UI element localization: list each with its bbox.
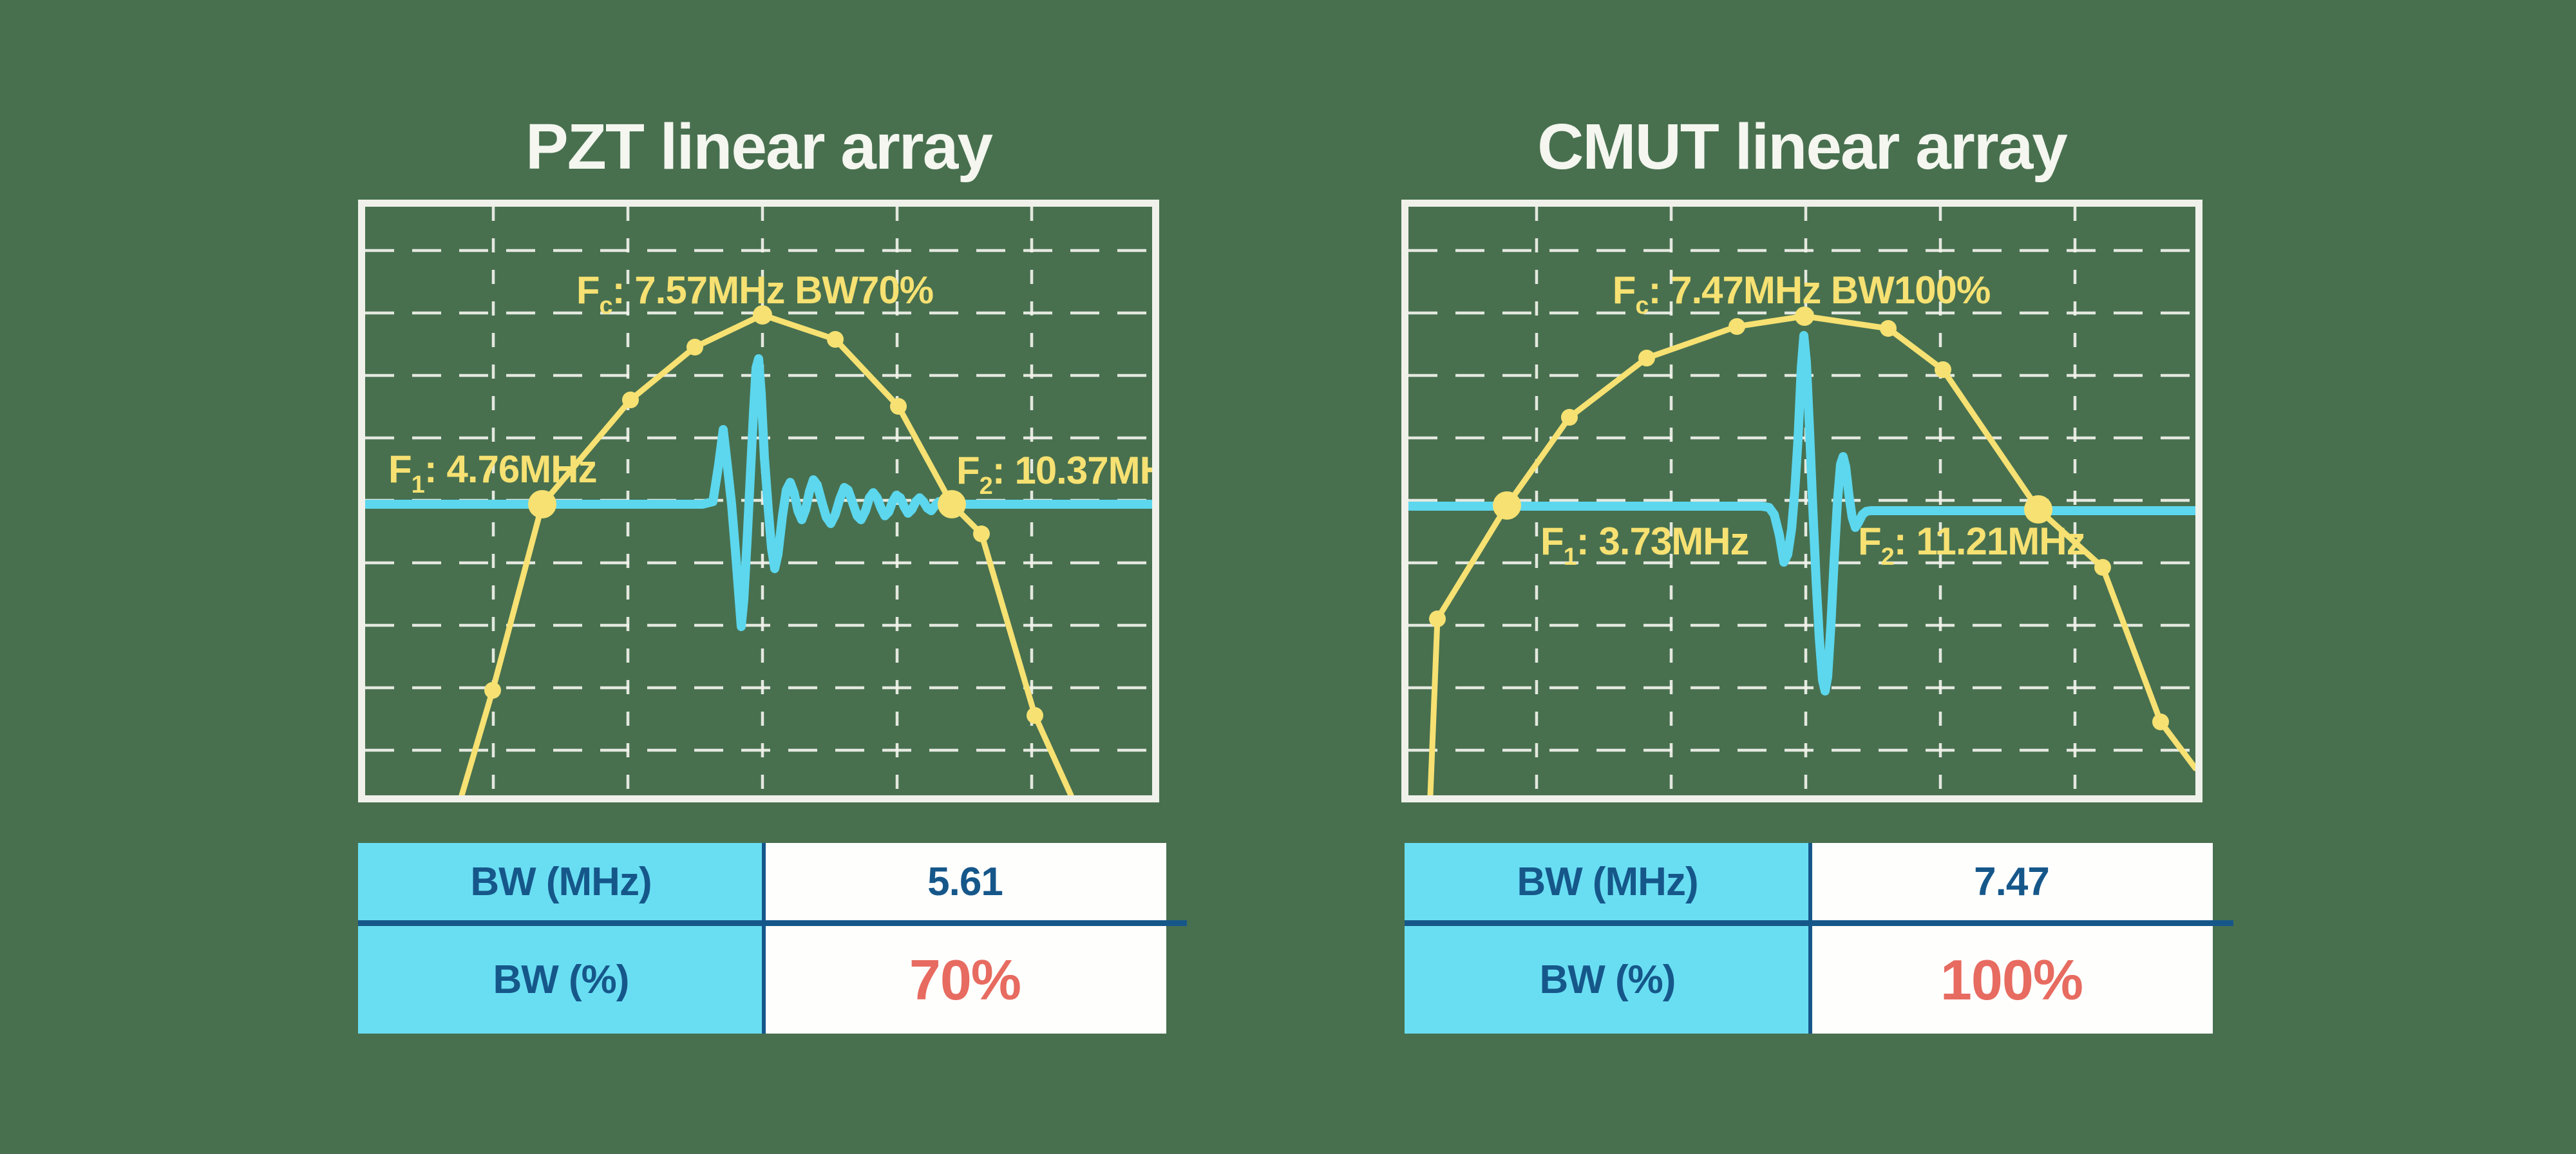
spectrum-data-point xyxy=(827,331,844,348)
fc-value: : 7.47MHz BW100% xyxy=(1648,269,1990,312)
spectrum-data-point xyxy=(687,339,703,355)
spectrum-data-point xyxy=(622,392,639,408)
spectrum-curve xyxy=(459,312,1074,795)
pulse-waveform xyxy=(365,354,1152,631)
f2-prefix: F xyxy=(1858,520,1881,563)
spectrum-data-point xyxy=(890,398,907,415)
bw-mhz-label: BW (MHz) xyxy=(1405,843,1810,920)
bw-pct-value: 100% xyxy=(1810,926,2213,1034)
f1-prefix: F xyxy=(1540,520,1564,563)
plot-layers-cmut xyxy=(1408,207,2195,795)
fc-prefix: F xyxy=(576,269,600,312)
table-row-divider xyxy=(1405,920,2233,926)
fc-subscript: c xyxy=(600,292,613,319)
plot-layers-pzt xyxy=(365,207,1152,795)
f2-subscript: 2 xyxy=(980,473,992,500)
spectrum-data-point xyxy=(1493,491,1521,520)
f2-annotation-cmut: F2: 11.21MHz xyxy=(1858,520,2085,571)
fc-value: : 7.57MHz BW70% xyxy=(612,269,933,312)
spectrum-data-point xyxy=(484,682,501,699)
bw-pct-value: 70% xyxy=(764,926,1166,1034)
f1-annotation-pzt: F1: 4.76MHz xyxy=(388,448,597,498)
pulse-waveform xyxy=(1408,331,2195,695)
spectrum-data-point xyxy=(1561,409,1578,426)
spectrum-data-point xyxy=(753,305,772,325)
bw-pct-label: BW (%) xyxy=(358,926,764,1034)
table-row: BW (%) 70% xyxy=(358,926,1166,1034)
f2-value: : 10.37MHz xyxy=(992,449,1152,492)
f2-value: : 11.21MHz xyxy=(1894,520,2085,563)
bw-mhz-value: 7.47 xyxy=(1810,843,2213,920)
table-row: BW (MHz) 7.47 xyxy=(1405,843,2213,920)
spectrum-data-point xyxy=(2094,559,2111,576)
table-row: BW (%) 100% xyxy=(1405,926,2213,1034)
spectrum-data-point xyxy=(1728,318,1745,335)
fc-subscript: c xyxy=(1635,292,1649,319)
spectrum-data-point xyxy=(1027,707,1043,724)
bw-table-pzt: BW (MHz) 5.61 BW (%) 70% xyxy=(358,843,1187,1034)
spectrum-data-point xyxy=(1638,350,1655,366)
f2-prefix: F xyxy=(956,449,980,492)
fc-annotation-pzt: Fc: 7.57MHz BW70% xyxy=(576,269,933,319)
fc-prefix: F xyxy=(1613,269,1636,312)
fc-annotation-cmut: Fc: 7.47MHz BW100% xyxy=(1613,269,1991,319)
f1-subscript: 1 xyxy=(412,471,425,498)
bw-mhz-value: 5.61 xyxy=(764,843,1166,920)
f1-value: : 3.73MHz xyxy=(1577,520,1749,563)
spectrum-data-point xyxy=(2152,714,2169,730)
f1-subscript: 1 xyxy=(1564,544,1577,571)
spectrum-data-point xyxy=(2024,495,2052,524)
spectrum-data-point xyxy=(528,490,556,518)
chart-title-pzt: PZT linear array xyxy=(526,111,993,183)
f2-subscript: 2 xyxy=(1881,544,1894,571)
spectrum-data-point xyxy=(938,490,966,518)
f1-value: : 4.76MHz xyxy=(424,448,597,491)
f1-prefix: F xyxy=(388,448,412,491)
chart-title-cmut: CMUT linear array xyxy=(1537,111,2068,183)
spectrum-data-point xyxy=(973,525,990,542)
table-row: BW (MHz) 5.61 xyxy=(358,843,1166,920)
spectrum-chart-cmut: Fc: 7.47MHz BW100% F1: 3.73MHz F2: 11.21… xyxy=(1401,200,2202,802)
bw-pct-label: BW (%) xyxy=(1405,926,1810,1034)
table-column-divider xyxy=(1808,843,1812,1034)
spectrum-data-point xyxy=(1429,610,1446,627)
spectrum-data-point xyxy=(1795,307,1814,326)
plot-svg-cmut: Fc: 7.47MHz BW100% F1: 3.73MHz F2: 11.21… xyxy=(1408,207,2195,795)
table-column-divider xyxy=(762,843,766,1034)
plot-svg-pzt: Fc: 7.57MHz BW70% F1: 4.76MHz F2: 10.37M… xyxy=(365,207,1152,795)
spectrum-chart-pzt: Fc: 7.57MHz BW70% F1: 4.76MHz F2: 10.37M… xyxy=(358,200,1159,802)
bw-mhz-label: BW (MHz) xyxy=(358,843,764,920)
spectrum-data-point xyxy=(1880,320,1897,337)
bw-table-cmut: BW (MHz) 7.47 BW (%) 100% xyxy=(1405,843,2233,1034)
table-row-divider xyxy=(358,920,1187,926)
f1-annotation-cmut: F1: 3.73MHz xyxy=(1540,520,1749,571)
spectrum-data-point xyxy=(1935,361,1951,378)
f2-annotation-pzt: F2: 10.37MHz xyxy=(956,449,1152,500)
